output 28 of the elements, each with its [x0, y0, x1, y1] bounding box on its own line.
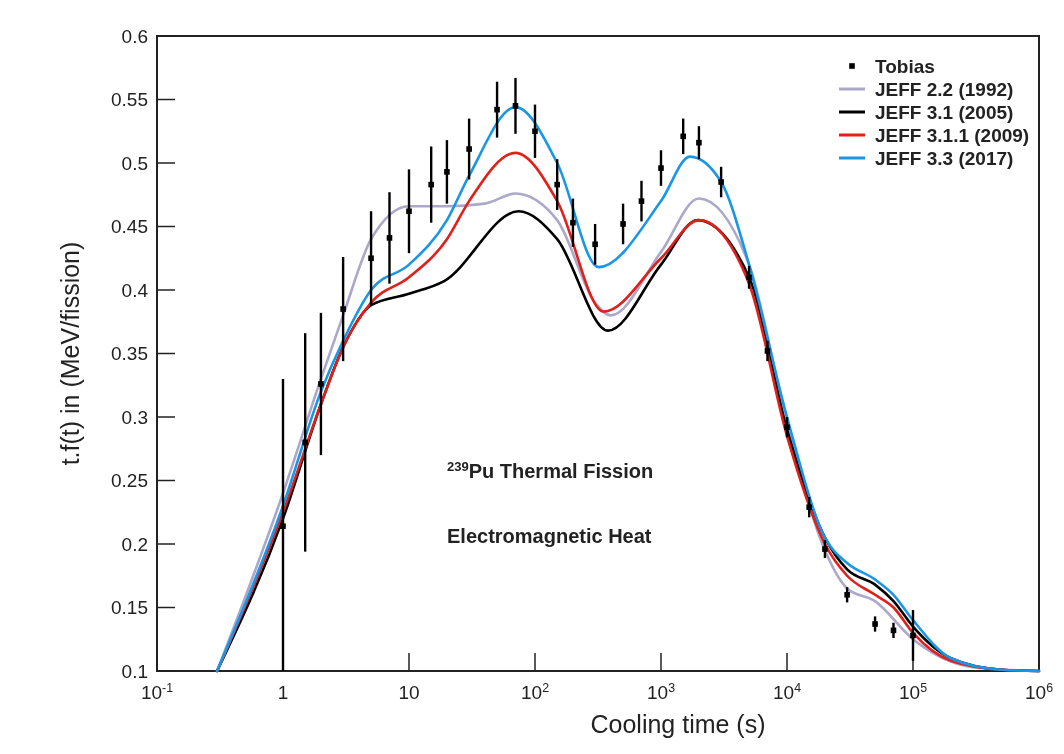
y-tick-label: 0.15: [111, 597, 148, 618]
y-axis-title: t.f(t) in (MeV/fission): [56, 241, 84, 466]
legend-label: JEFF 2.2 (1992): [875, 79, 1014, 100]
x-tick-label: 1: [277, 682, 289, 703]
legend-label: JEFF 3.1.1 (2009): [875, 125, 1030, 146]
y-tick-label: 0.1: [121, 660, 148, 682]
annotation: Electromagnetic Heat: [447, 525, 652, 547]
x-tick-label: 10$^{6}$: [1024, 681, 1054, 703]
y-tick-label: 0.2: [121, 533, 148, 555]
y-tick-label: 0.35: [111, 343, 148, 364]
y-tick-label: 0.45: [111, 216, 148, 237]
x-tick-label: 10$^{4}$: [772, 681, 802, 703]
x-tick-label: 10: [398, 682, 420, 703]
x-tick-label: 10$^{5}$: [898, 681, 928, 703]
annotation: $^{239}$Pu Thermal Fission: [447, 458, 654, 482]
x-tick-label: 10$^{-1}$: [140, 681, 174, 703]
x-tick-label: 10$^{3}$: [646, 681, 676, 703]
y-tick-label: 0.3: [121, 406, 148, 428]
y-tick-label: 0.6: [121, 25, 148, 47]
x-axis-title: Cooling time (s): [590, 710, 766, 738]
legend-label: Tobias: [875, 56, 935, 77]
y-tick-label: 0.5: [121, 152, 148, 174]
x-tick-label: 10$^{2}$: [520, 681, 550, 703]
y-tick-label: 0.4: [121, 279, 149, 301]
legend-label: JEFF 3.3 (2017): [875, 148, 1014, 169]
y-tick-label: 0.55: [111, 89, 148, 110]
legend-label: JEFF 3.1 (2005): [875, 102, 1014, 123]
y-tick-label: 0.25: [111, 470, 148, 491]
